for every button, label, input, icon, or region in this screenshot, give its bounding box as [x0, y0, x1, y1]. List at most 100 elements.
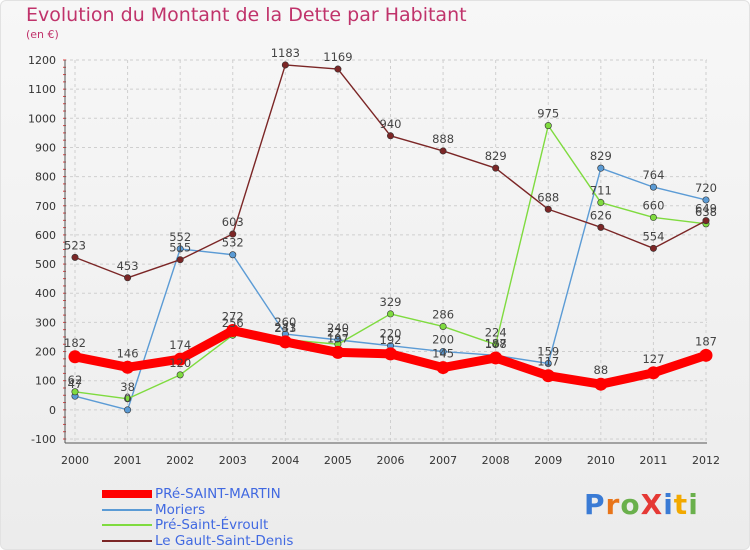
data-point — [71, 388, 79, 396]
data-point — [594, 377, 608, 391]
data-label: 38 — [120, 380, 135, 394]
chart-subtitle: (en €) — [26, 28, 59, 41]
data-point — [386, 132, 394, 140]
x-tick-label: 2011 — [639, 454, 667, 467]
data-point — [71, 253, 79, 261]
x-tick-label: 2009 — [534, 454, 562, 467]
data-point — [124, 395, 132, 403]
y-tick-label: 200 — [35, 346, 56, 359]
data-label: 260 — [274, 315, 296, 329]
y-tick-label: 1100 — [28, 83, 56, 96]
data-label: 515 — [169, 241, 191, 255]
data-label: 47 — [68, 377, 83, 391]
data-label: 159 — [537, 344, 559, 358]
y-tick-label: 300 — [35, 316, 56, 329]
data-label: 554 — [642, 229, 664, 243]
data-label: 220 — [380, 327, 402, 341]
data-point — [173, 352, 187, 366]
chart-title: Evolution du Montant de la Dette par Hab… — [26, 4, 467, 26]
data-label: 975 — [537, 107, 559, 121]
data-point — [176, 245, 184, 253]
data-label: 200 — [432, 333, 454, 347]
data-point — [334, 65, 342, 73]
legend-swatch — [102, 524, 152, 526]
data-label: 127 — [642, 352, 664, 366]
data-point — [436, 361, 450, 375]
data-label: 532 — [222, 236, 244, 250]
data-label: 192 — [380, 333, 402, 347]
data-label: 117 — [537, 355, 559, 369]
x-tick-label: 2002 — [166, 454, 194, 467]
legend-swatch — [102, 539, 152, 542]
data-label: 1169 — [323, 50, 352, 64]
y-tick-label: 1200 — [28, 54, 56, 67]
data-point — [384, 347, 397, 361]
data-point — [649, 183, 657, 191]
x-tick-label: 2006 — [377, 454, 405, 467]
data-point — [121, 360, 135, 374]
y-tick-label: 0 — [49, 404, 56, 417]
y-tick-label: 900 — [35, 141, 56, 154]
data-point — [646, 366, 660, 380]
data-label: 1183 — [271, 46, 300, 60]
legend-label: Le Gault-Saint-Denis — [155, 532, 294, 549]
data-label: 940 — [380, 117, 402, 131]
x-tick-label: 2012 — [692, 454, 720, 467]
data-label: 286 — [432, 307, 454, 321]
x-tick-label: 2005 — [324, 454, 352, 467]
x-tick-label: 2004 — [271, 454, 299, 467]
data-point — [278, 335, 292, 349]
data-label: 638 — [695, 205, 717, 219]
data-point — [544, 205, 552, 213]
y-tick-label: 700 — [35, 200, 56, 213]
data-label: 197 — [327, 331, 349, 345]
data-label: 240 — [327, 321, 349, 335]
y-tick-label: -100 — [31, 433, 56, 446]
data-label: 626 — [590, 208, 612, 222]
x-tick-label: 2007 — [429, 454, 457, 467]
y-tick-label: 100 — [35, 375, 56, 388]
y-tick-label: 600 — [35, 229, 56, 242]
data-label: 720 — [695, 181, 717, 195]
data-point — [597, 199, 605, 207]
proxiti-logo: ProXiti — [584, 488, 699, 521]
data-point — [229, 230, 237, 238]
data-label: 272 — [222, 310, 244, 324]
data-point — [702, 196, 710, 204]
data-point — [541, 369, 555, 383]
data-label: 764 — [642, 168, 664, 182]
data-label: 649 — [695, 202, 717, 216]
data-label: 145 — [432, 347, 454, 361]
data-point — [281, 61, 289, 69]
x-tick-label: 2000 — [61, 454, 89, 467]
data-label: 453 — [117, 259, 139, 273]
data-point — [124, 406, 132, 414]
data-label: 829 — [590, 149, 612, 163]
data-point — [649, 244, 657, 252]
legend-swatch — [102, 508, 152, 511]
data-point — [176, 256, 184, 264]
y-tick-label: 1000 — [28, 112, 56, 125]
data-label: 187 — [485, 336, 507, 350]
data-point — [439, 322, 447, 330]
legend-label: Pré-Saint-Évroult — [155, 517, 269, 533]
x-tick-label: 2003 — [219, 454, 247, 467]
data-label: 0 — [124, 391, 131, 405]
legend-label: Moriers — [155, 501, 206, 518]
data-label: 187 — [695, 334, 717, 348]
data-label: 62 — [68, 373, 83, 387]
data-label: 829 — [485, 149, 507, 163]
data-point — [489, 351, 503, 365]
legend-swatch — [102, 490, 152, 498]
data-point — [702, 217, 710, 225]
data-label: 660 — [642, 198, 664, 212]
data-point — [597, 164, 605, 172]
data-label: 552 — [169, 230, 191, 244]
legend-label: PRé-SAINT-MARTIN — [155, 486, 281, 502]
data-label: 523 — [64, 238, 86, 252]
data-point — [649, 213, 657, 221]
data-label: 225 — [327, 325, 349, 339]
data-label: 178 — [485, 337, 507, 351]
data-label: 688 — [537, 190, 559, 204]
data-point — [226, 324, 240, 338]
